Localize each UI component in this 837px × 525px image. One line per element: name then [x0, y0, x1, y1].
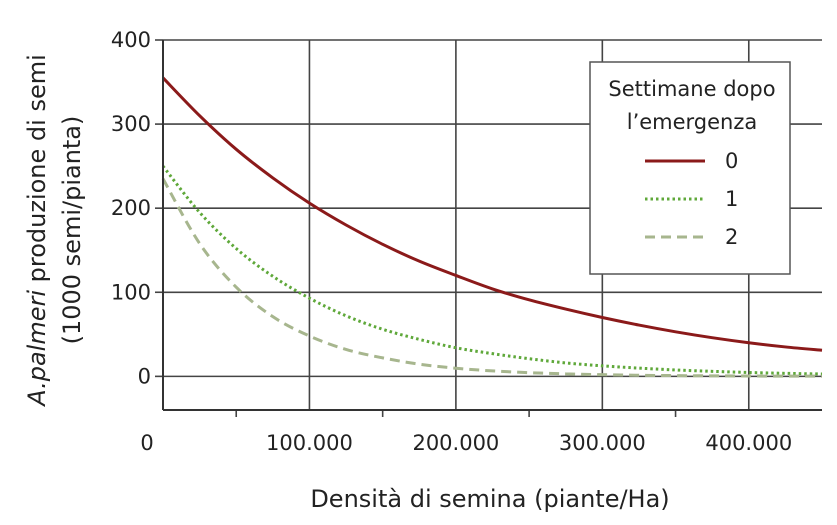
x-tick-label: 100.000	[266, 431, 353, 455]
axes	[155, 39, 822, 417]
x-tick-label: 0	[140, 431, 153, 455]
series-line-2	[161, 178, 823, 378]
series-line-1	[161, 165, 823, 376]
legend-label-2: 2	[725, 225, 738, 249]
y-tick-label: 0	[138, 364, 151, 388]
series-lines	[161, 76, 823, 378]
legend-label-1: 1	[725, 187, 738, 211]
y-tick-label: 100	[111, 280, 151, 304]
x-tick-label: 200.000	[412, 431, 499, 455]
y-tick-label: 200	[111, 196, 151, 220]
series-line-0	[161, 76, 823, 352]
legend-title-line2: l’emergenza	[627, 110, 758, 134]
legend-title-line1: Settimane dopo	[608, 77, 775, 101]
y-axis-title-italic: A.palmeri	[23, 290, 51, 408]
y-tick-label: 400	[111, 28, 151, 52]
legend: Settimane dopo l’emergenza 0 1 2	[589, 61, 791, 275]
y-tick-label: 300	[111, 112, 151, 136]
tick-labels: 0 100 200 300 400 0 100.000 200.000 300.000 400.0…	[111, 28, 792, 455]
x-tick-label: 300.000	[559, 431, 646, 455]
legend-entries: 0 1 2	[645, 149, 738, 249]
legend-label-0: 0	[725, 149, 738, 173]
x-tick-label: 400.000	[705, 431, 792, 455]
y-axis-title-rest: produzione di semi	[23, 54, 51, 290]
y-axis-title-line2: (1000 semi/pianta)	[58, 116, 86, 345]
y-axis-title-line1: A.palmeri produzione di semi	[23, 54, 51, 408]
x-axis-title: Densità di semina (piante/Ha)	[310, 485, 669, 513]
legend-box	[589, 61, 791, 275]
